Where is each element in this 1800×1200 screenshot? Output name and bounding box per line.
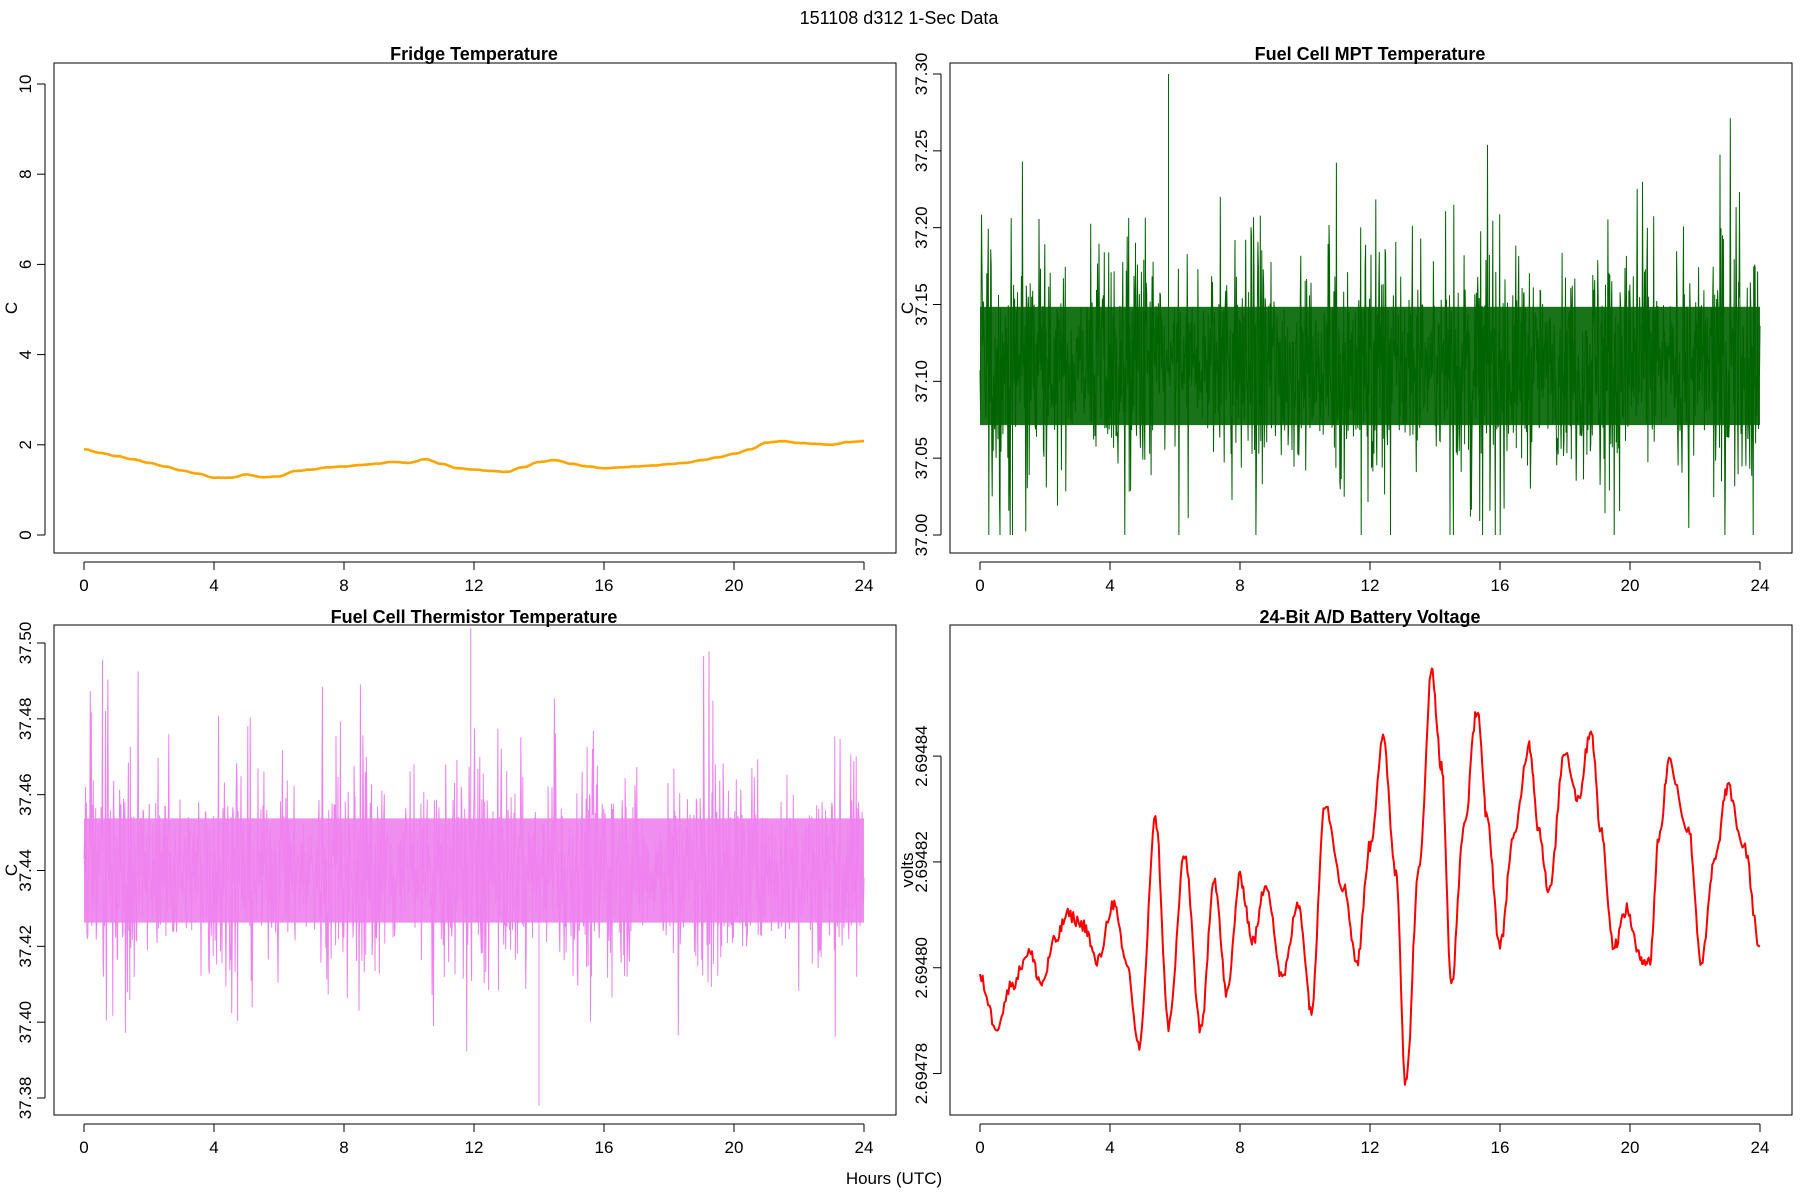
panel-battery-voltage: 24-Bit A/D Battery Voltage volts 0 4 8 12 16…	[898, 607, 1793, 1157]
y-tick-label: 37.05	[912, 437, 931, 480]
y-tick-label: 37.40	[16, 1001, 35, 1044]
x-tick-label: 8	[339, 576, 348, 595]
x-tick-label: 24	[1751, 576, 1770, 595]
y-tick-label: 2.69480	[912, 937, 931, 998]
x-tick-label: 16	[1491, 1138, 1510, 1157]
panel-title: Fuel Cell Thermistor Temperature	[331, 607, 618, 627]
y-tick-label: 37.20	[912, 206, 931, 249]
y-tick-label: 2.69484	[912, 725, 931, 786]
plot-frame	[949, 624, 1793, 1116]
x-tick-label: 4	[1105, 576, 1114, 595]
plot-frame	[53, 62, 897, 554]
figure-xlabel: Hours (UTC)	[846, 1169, 942, 1188]
x-tick-label: 16	[595, 1138, 614, 1157]
y-tick-label: 0	[16, 530, 35, 539]
x-tick-label: 20	[725, 1138, 744, 1157]
y-tick-label: 10	[16, 75, 35, 94]
x-tick-label: 24	[855, 576, 874, 595]
x-axis: 0 4 8 12 16 20 24	[975, 561, 1770, 595]
x-tick-label: 24	[1751, 1138, 1770, 1157]
x-axis: 0 4 8 12 16 20 24	[79, 1123, 874, 1157]
x-axis: 0 4 8 12 16 20 24	[975, 1123, 1770, 1157]
y-tick-label: 37.38	[16, 1077, 35, 1120]
x-tick-label: 8	[1235, 576, 1244, 595]
x-tick-label: 4	[209, 576, 218, 595]
x-tick-label: 4	[1105, 1138, 1114, 1157]
y-axis: 37.38 37.40 37.42 37.44 37.46 37.48 37.50	[16, 622, 46, 1120]
y-axis-label: volts	[898, 853, 917, 888]
y-tick-label: 8	[16, 169, 35, 178]
figure-suptitle: 151108 d312 1-Sec Data	[800, 8, 1000, 28]
y-tick-label: 37.50	[16, 622, 35, 665]
x-tick-label: 8	[339, 1138, 348, 1157]
panel-title: Fridge Temperature	[390, 44, 558, 64]
y-tick-label: 37.46	[16, 773, 35, 816]
x-tick-label: 20	[725, 576, 744, 595]
x-tick-label: 0	[79, 1138, 88, 1157]
plot-area	[979, 667, 1761, 1086]
y-tick-label: 37.25	[912, 130, 931, 173]
panel-fuel-cell-thermistor-temperature: Fuel Cell Thermistor Temperature C 0 4 8 12…	[2, 607, 897, 1157]
x-tick-label: 0	[975, 576, 984, 595]
x-tick-label: 20	[1621, 576, 1640, 595]
series-line	[83, 439, 865, 480]
y-axis: 37.00 37.05 37.10 37.15 37.20 37.25 37.30	[912, 53, 942, 557]
y-tick-label: 37.15	[912, 283, 931, 326]
y-axis: 2.69478 2.69480 2.69482 2.69484	[912, 725, 942, 1104]
series-line	[979, 667, 1761, 1086]
y-tick-label: 2.69482	[912, 831, 931, 892]
noise-core-band	[980, 306, 1760, 426]
plot-area	[83, 627, 865, 1106]
x-tick-label: 8	[1235, 1138, 1244, 1157]
y-axis-label: C	[2, 302, 21, 314]
panel-title: 24-Bit A/D Battery Voltage	[1259, 607, 1480, 627]
x-tick-label: 20	[1621, 1138, 1640, 1157]
y-tick-label: 2	[16, 440, 35, 449]
x-tick-label: 12	[1361, 576, 1380, 595]
y-axis: 0 2 4 6 8 10	[16, 75, 46, 540]
y-tick-label: 37.10	[912, 360, 931, 403]
x-axis: 0 4 8 12 16 20 24	[79, 561, 874, 595]
y-tick-label: 37.42	[16, 925, 35, 968]
noise-core-band	[84, 818, 864, 923]
panel-fuel-cell-mpt-temperature: Fuel Cell MPT Temperature C 0 4 8 12 16 20 24 …	[898, 44, 1793, 595]
x-tick-label: 16	[1491, 576, 1510, 595]
y-tick-label: 37.00	[912, 514, 931, 557]
x-tick-label: 0	[79, 576, 88, 595]
plot-area	[979, 74, 1761, 536]
x-tick-label: 12	[465, 1138, 484, 1157]
plot-frame	[949, 62, 1793, 554]
plot-area	[83, 439, 865, 480]
x-tick-label: 12	[465, 576, 484, 595]
x-tick-label: 4	[209, 1138, 218, 1157]
y-tick-label: 2.69478	[912, 1043, 931, 1104]
plot-frame	[53, 624, 897, 1116]
y-tick-label: 37.44	[16, 849, 35, 892]
panel-title: Fuel Cell MPT Temperature	[1255, 44, 1486, 64]
y-axis-label: C	[2, 864, 21, 876]
y-tick-label: 6	[16, 260, 35, 269]
y-tick-label: 37.48	[16, 698, 35, 741]
x-tick-label: 0	[975, 1138, 984, 1157]
x-tick-label: 12	[1361, 1138, 1380, 1157]
y-axis-label: C	[898, 302, 917, 314]
y-tick-label: 4	[16, 350, 35, 359]
x-tick-label: 16	[595, 576, 614, 595]
x-tick-label: 24	[855, 1138, 874, 1157]
y-tick-label: 37.30	[912, 53, 931, 96]
